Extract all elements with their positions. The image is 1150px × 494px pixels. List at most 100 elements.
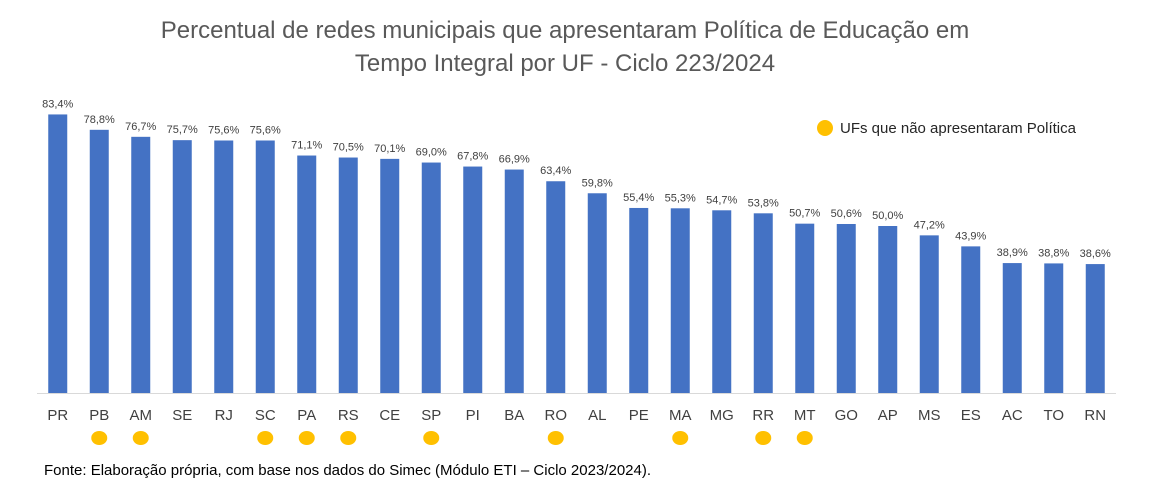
data-label-am: 76,7% (125, 121, 156, 133)
bars-group (48, 114, 1105, 394)
marker-ro (547, 431, 564, 445)
data-label-pb: 78,8% (84, 114, 115, 126)
bar-ap (878, 226, 898, 393)
x-tick-rn: RN (1084, 407, 1106, 424)
x-tick-es: ES (961, 407, 981, 424)
x-tick-al: AL (588, 407, 606, 424)
x-tick-to: TO (1043, 407, 1064, 424)
bar-pr (48, 114, 68, 393)
data-label-es: 43,9% (955, 230, 986, 242)
data-label-sc: 75,6% (250, 124, 281, 136)
bar-mt (795, 223, 815, 393)
bar-ro (546, 181, 566, 393)
x-tick-rj: RJ (215, 407, 233, 424)
data-label-ba: 66,9% (499, 154, 530, 166)
x-tick-sc: SC (255, 407, 276, 424)
bar-am (131, 136, 151, 393)
x-tick-mt: MT (794, 407, 816, 424)
data-label-mt: 50,7% (789, 208, 820, 220)
x-tick-ba: BA (504, 407, 524, 424)
bar-to (1044, 263, 1064, 393)
x-tick-se: SE (172, 407, 192, 424)
data-label-rs: 70,5% (333, 142, 364, 154)
marker-sc (257, 431, 274, 445)
legend-label: UFs que não apresentaram Política (840, 120, 1077, 137)
data-label-pi: 67,8% (457, 151, 488, 163)
bar-ma (670, 208, 690, 393)
bar-sc (255, 140, 275, 393)
data-label-mg: 54,7% (706, 194, 737, 206)
marker-pb (91, 431, 108, 445)
x-tick-ms: MS (918, 407, 941, 424)
data-label-go: 50,6% (831, 208, 862, 220)
data-label-ma: 55,3% (665, 192, 696, 204)
bar-rn (1085, 264, 1105, 393)
source-note: Fonte: Elaboração própria, com base nos … (44, 462, 652, 479)
markers-group (91, 431, 813, 445)
data-label-ac: 38,9% (997, 247, 1028, 259)
data-label-pe: 55,4% (623, 192, 654, 204)
x-tick-go: GO (835, 407, 858, 424)
chart-title-line-1: Percentual de redes municipais que apres… (160, 17, 970, 44)
x-tick-labels-group: PR PB AM SE RJ SC PA RS CE SP PI BA RO AL PE MA MG RR MT GO… (47, 407, 1106, 424)
chart-title-line-2: Tempo Integral por UF - Ciclo 223/2024 (354, 50, 776, 77)
x-tick-pe: PE (629, 407, 649, 424)
marker-sp (423, 431, 440, 445)
bar-ba (504, 169, 524, 393)
x-tick-pa: PA (297, 407, 316, 424)
x-tick-rs: RS (338, 407, 359, 424)
chart-title: Percentual de redes municipais que apres… (0, 14, 1130, 80)
bar-se (172, 140, 192, 393)
bar-al (587, 193, 607, 393)
data-label-rr: 53,8% (748, 197, 779, 209)
data-label-pa: 71,1% (291, 140, 322, 152)
x-tick-ro: RO (545, 407, 568, 424)
marker-ma (672, 431, 689, 445)
x-tick-pb: PB (89, 407, 109, 424)
marker-mt (796, 431, 813, 445)
data-label-to: 38,8% (1038, 247, 1069, 259)
data-label-se: 75,7% (167, 124, 198, 136)
data-label-pr: 83,4% (42, 98, 73, 110)
bar-rj (214, 140, 234, 393)
marker-rr (755, 431, 772, 445)
x-tick-ce: CE (379, 407, 400, 424)
x-tick-ac: AC (1002, 407, 1023, 424)
marker-am (132, 431, 149, 445)
bar-pi (463, 166, 483, 393)
data-label-ce: 70,1% (374, 143, 405, 155)
bar-pb (89, 129, 109, 394)
data-label-rj: 75,6% (208, 124, 239, 136)
data-label-ro: 63,4% (540, 165, 571, 177)
marker-pa (298, 431, 315, 445)
x-tick-mg: MG (710, 407, 734, 424)
data-label-ms: 47,2% (914, 219, 945, 231)
x-tick-sp: SP (421, 407, 441, 424)
bar-es (961, 246, 981, 393)
bar-ms (919, 235, 939, 393)
x-tick-ap: AP (878, 407, 898, 424)
bar-rs (338, 157, 358, 393)
bar-sp (421, 162, 441, 393)
data-label-sp: 69,0% (416, 147, 447, 159)
data-label-al: 59,8% (582, 177, 613, 189)
marker-rs (340, 431, 357, 445)
x-tick-rr: RR (752, 407, 774, 424)
legend-marker (817, 120, 833, 136)
x-tick-ma: MA (669, 407, 692, 424)
legend: UFs que não apresentaram Política (817, 120, 1077, 137)
bar-go (836, 223, 856, 393)
bar-pe (629, 207, 649, 393)
bar-mg (712, 210, 732, 393)
x-tick-pi: PI (466, 407, 480, 424)
x-tick-pr: PR (47, 407, 68, 424)
bar-ce (380, 158, 400, 393)
data-label-rn: 38,6% (1080, 248, 1111, 260)
bar-pa (297, 155, 317, 393)
x-tick-am: AM (130, 407, 153, 424)
bar-ac (1002, 263, 1022, 393)
data-labels-group: 83,4% 78,8% 76,7% 75,7% 75,6% 75,6% 71,1% 70,5%… (42, 98, 1111, 260)
bar-rr (753, 213, 773, 393)
data-label-ap: 50,0% (872, 210, 903, 222)
